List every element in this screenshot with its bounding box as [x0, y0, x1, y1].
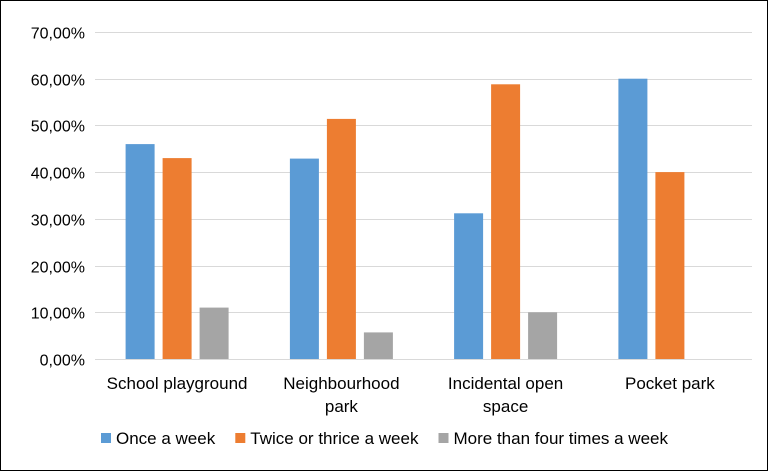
y-tick-label: 20,00%: [31, 260, 85, 277]
y-tick-label: 60,00%: [31, 73, 85, 90]
bar: [454, 213, 484, 359]
y-tick-label: 10,00%: [31, 306, 85, 323]
bar: [289, 158, 319, 359]
legend-label: Once a week: [116, 429, 216, 448]
bar: [199, 307, 229, 359]
y-tick-label: 70,00%: [31, 26, 85, 43]
bar: [491, 84, 521, 360]
bars: [125, 78, 685, 360]
bar: [528, 312, 558, 359]
y-tick-label: 30,00%: [31, 213, 85, 230]
x-category-label: School playground: [107, 374, 248, 393]
legend-swatch: [101, 433, 111, 443]
x-category-label: park: [325, 397, 359, 416]
x-category-label: Neighbourhood: [283, 374, 399, 393]
legend-swatch: [235, 433, 246, 443]
gridlines: [95, 32, 752, 313]
bar: [162, 158, 192, 359]
y-tick-label: 40,00%: [31, 166, 85, 183]
legend-label: Twice or thrice a week: [250, 429, 419, 448]
x-category-label: Incidental open: [448, 374, 563, 393]
x-category-label: space: [483, 397, 528, 416]
bar: [655, 172, 685, 359]
x-axis-category-labels: School playground Neighbourhood park Incide…: [107, 374, 716, 416]
bar: [363, 332, 393, 359]
bar: [326, 118, 356, 360]
bar: [125, 144, 155, 359]
legend-swatch: [438, 433, 449, 443]
y-axis-tick-labels: 0,00% 10,00% 20,00% 30,00% 40,00% 50,00% 60,00…: [31, 26, 85, 370]
x-category-label: Pocket park: [625, 374, 715, 393]
legend: Once a week Twice or thrice a week More th…: [101, 429, 668, 448]
y-tick-label: 0,00%: [40, 353, 85, 370]
bar: [618, 78, 648, 359]
y-tick-label: 50,00%: [31, 119, 85, 136]
legend-label: More than four times a week: [454, 429, 669, 448]
